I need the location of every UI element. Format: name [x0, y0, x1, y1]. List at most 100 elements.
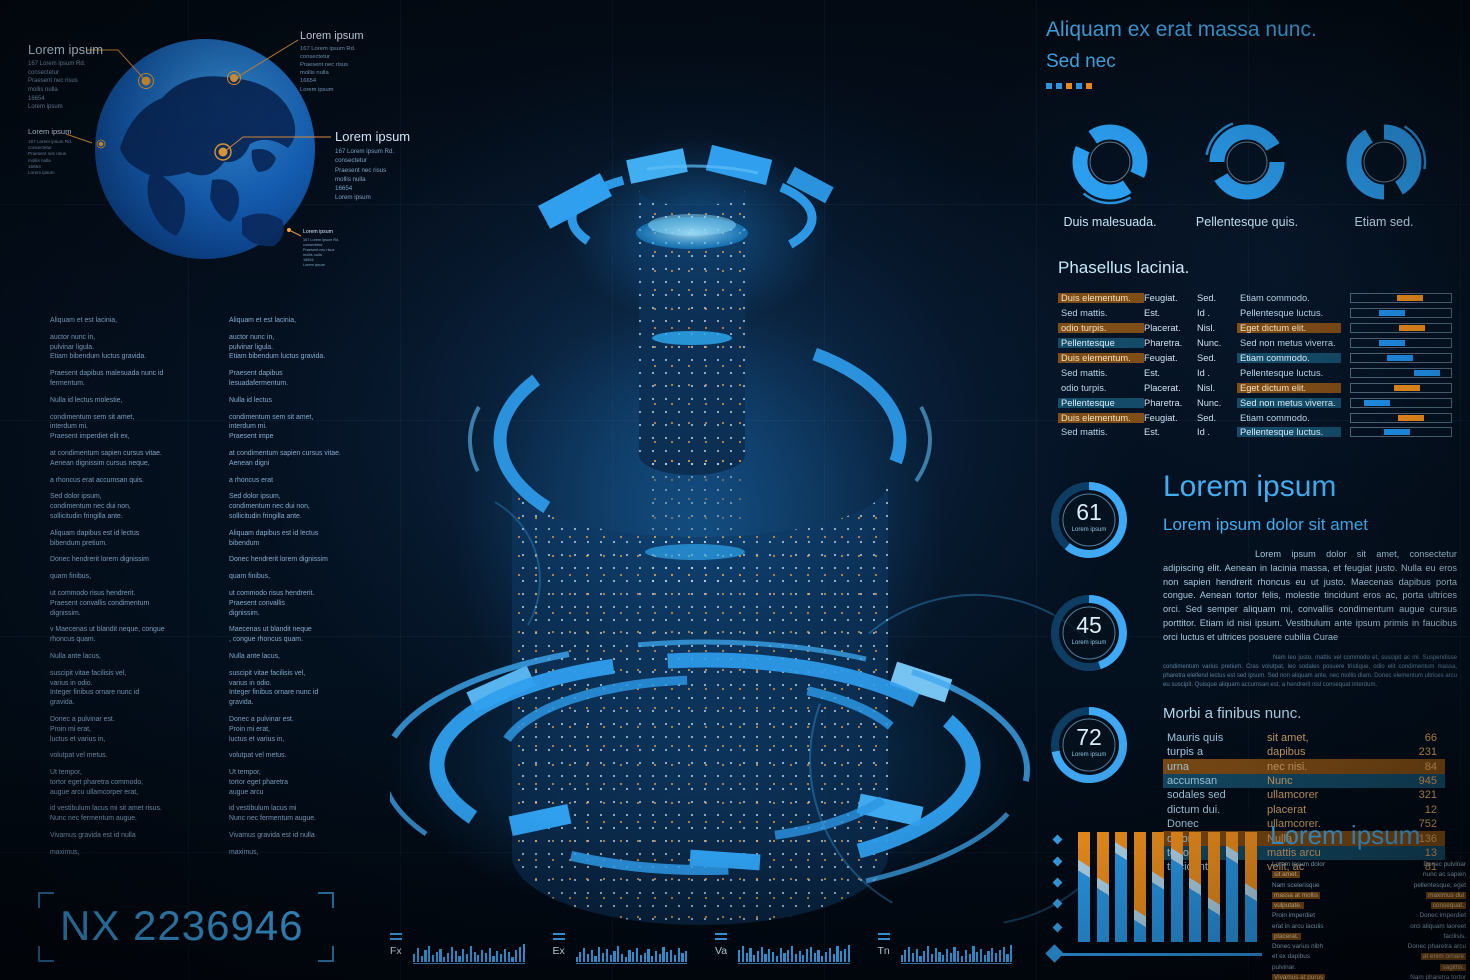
text: Nam pharetra tortor [1410, 973, 1466, 980]
paragraph: Praesent dapibus lesuadafermentum. [229, 370, 288, 387]
article-paragraph: Lorem ipsum dolor sit amet, consectetur … [1163, 549, 1457, 642]
table-row: Pellentesque Pharetra. Nunc. Sed non metus … [1058, 336, 1460, 351]
text-line: orci aliquam laoreet [1378, 922, 1466, 932]
table-row: Duis elementum. Feugiat. Sed. Etiam commodo… [1058, 410, 1460, 425]
text-line: sagittis. [1378, 963, 1466, 973]
legend-square [1076, 83, 1082, 89]
paragraph: auctor nunc in, pulvinar ligula. Etiam b… [50, 333, 147, 361]
paragraph: Aliquam et est lacinia, [50, 317, 118, 324]
paragraph: quam finibus, [50, 573, 91, 581]
text: et ex dapibus [1272, 953, 1311, 961]
slider [1350, 308, 1452, 319]
table-row: dictum dui. placerat 12 [1163, 803, 1445, 817]
panel-title: Aliquam ex erat massa nunc. [1046, 18, 1317, 41]
cell: Pellentesque luctus. [1237, 427, 1341, 438]
paragraph: Donec hendrerit lorem dignissim [50, 556, 149, 564]
cell: odio turpis. [1061, 382, 1107, 393]
cell: Duis elementum. [1058, 293, 1144, 304]
cell: odio turpis. [1058, 323, 1144, 334]
diamond-bullet [1052, 856, 1063, 867]
cell: Id . [1197, 367, 1210, 378]
paragraph: Ut tempor, tortor eget pharetra augue ar… [229, 769, 288, 796]
cell: nec nisi. [1267, 760, 1308, 773]
phasellus-table-panel: Phasellus lacinia. Duis elementum. Feugia… [1058, 258, 1460, 440]
text-line: at enim ornare [1378, 952, 1466, 962]
text: orci aliquam laoreet [1410, 922, 1466, 930]
arc [1365, 123, 1385, 144]
cell: 945 [1418, 774, 1437, 787]
cell: ullamcorer [1267, 789, 1319, 802]
slider-fill [1379, 340, 1406, 347]
donut-svg [1205, 122, 1286, 200]
slider [1350, 397, 1452, 408]
equalizer-label: Va [715, 945, 728, 957]
arc [1383, 180, 1403, 201]
table-row: accumsan Nunc 945 [1163, 773, 1445, 789]
cell: Duis elementum. [1058, 353, 1144, 363]
legend-square [1086, 83, 1092, 89]
paragraph: Maecenas ut blandit neque , congue rhonc… [229, 626, 312, 644]
article-title: Lorem ipsum [1163, 470, 1337, 503]
text: Nam scelerisque [1272, 881, 1320, 889]
diamond-bullet [1052, 877, 1063, 888]
cell: Placerat. [1144, 382, 1181, 393]
callout-body: 167 Lorem ipsum Rd. consectetur Praesent… [28, 139, 72, 175]
text-line: Proin imperdiet [1272, 911, 1368, 921]
slider-fill [1396, 295, 1423, 302]
bar [1152, 832, 1164, 942]
cell: urna [1167, 760, 1190, 773]
cell: Pellentesque luctus. [1240, 308, 1324, 319]
table-row: sodales sed ullamcorer 321 [1163, 788, 1445, 802]
chart-title: Lorem ipsum [1270, 820, 1421, 850]
paragraph: Aliquam et est lacinia, [229, 317, 297, 324]
paragraph: Nulla id lectus [229, 396, 272, 404]
paragraph: Donec hendrerit lorem dignissim [229, 556, 328, 564]
cell: dictum dui. [1167, 803, 1221, 816]
table-row: odio turpis. Placerat. Nisl. Eget dictum el… [1058, 380, 1460, 395]
chart-text-column-right: Donec pulvinar nunc ac sapien pellentesque… [1378, 860, 1466, 980]
cell: 321 [1418, 789, 1437, 802]
paragraph: maximus, [229, 848, 259, 856]
slider-fill [1383, 429, 1410, 436]
svg-text:Lorem ipsum: Lorem ipsum [1072, 752, 1107, 758]
gauge: 72 Lorem ipsum [1039, 695, 1139, 795]
cell: Pellentesque [1058, 338, 1144, 349]
cell: Id . [1197, 427, 1210, 438]
legend-square [1056, 83, 1062, 89]
equalizer-group: Tn [877, 930, 1030, 968]
text-column-2: Aliquam et est lacinia, auctor nunc in, … [229, 316, 381, 865]
equalizer-bars [738, 938, 850, 964]
equalizer-group: Va [715, 930, 867, 968]
text-line: Lorem ipsum dolor [1272, 860, 1368, 870]
text-line: vulputate. [1272, 901, 1368, 911]
cell: Mauris quis [1167, 731, 1224, 744]
equalizer-label: Fx [390, 945, 402, 957]
glow-band [645, 544, 745, 560]
text-line: erat in arcu iaculis [1272, 922, 1368, 932]
equalizer-label: Ex [552, 945, 565, 957]
text-line: massa at mollis [1272, 891, 1368, 901]
paragraph: a rhoncus erat [229, 476, 274, 484]
text-line: placerat. [1272, 932, 1368, 942]
donut-svg [1072, 124, 1148, 205]
table-title: Phasellus lacinia. [1058, 258, 1190, 277]
paragraph: suscipit vitae facilisis vel, varius in … [50, 669, 140, 707]
text-line: Vivamus at purus [1272, 973, 1368, 980]
table-row: Sed mattis. Est. Id . Pellentesque luctus. [1058, 365, 1460, 380]
cell: placerat [1267, 803, 1307, 816]
cell: 231 [1418, 746, 1437, 759]
article-paragraph-small: Nam leo justo, mattis vel commodo et, su… [1163, 654, 1457, 688]
equalizer-ticks [715, 933, 727, 942]
cell: Pharetra. [1144, 338, 1183, 349]
table-row: Pellentesque Pharetra. Nunc. Sed non metus … [1058, 395, 1460, 410]
text-line: Nam pharetra tortor [1378, 973, 1466, 980]
bar [1189, 832, 1201, 942]
text-line: facilisis. [1378, 932, 1466, 942]
text: sit amet. [1272, 871, 1301, 879]
legend-square [1066, 83, 1072, 89]
cell: Sed. [1197, 353, 1217, 363]
equalizer-group: Ex [552, 930, 705, 968]
paragraph: id vestibulum lacus mi sit amet risus. N… [50, 805, 162, 823]
paragraph: quam finibus, [229, 573, 270, 581]
top-right-panel: Aliquam ex erat massa nunc. Sed nec Duis… [1046, 18, 1460, 258]
